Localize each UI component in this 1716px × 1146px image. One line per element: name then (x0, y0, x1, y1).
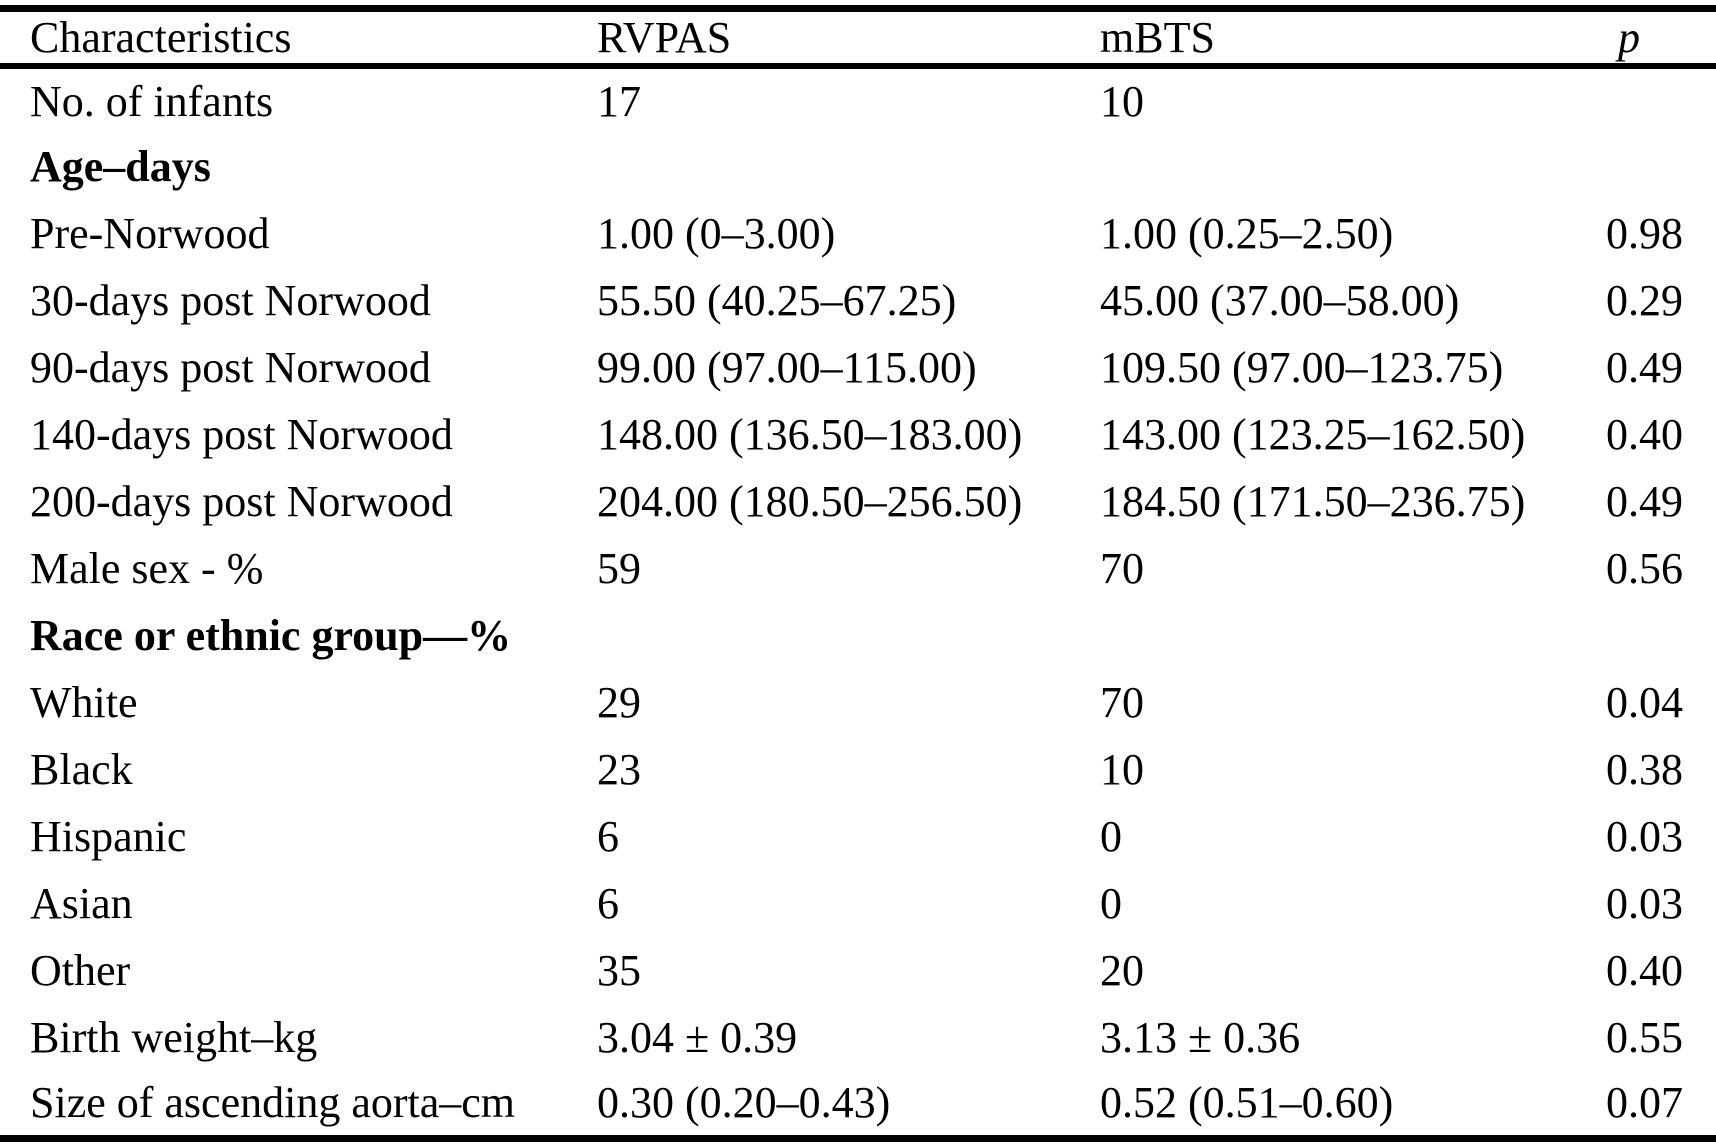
table-row: Asian 6 0 0.03 (0, 870, 1716, 937)
section-header-row: Race or ethnic group—% (0, 602, 1716, 669)
row-label-cell: White (30, 678, 138, 727)
mbts-value-cell: 3.13 ± 0.36 (1100, 1013, 1301, 1062)
row-label-cell: 30-days post Norwood (30, 276, 431, 325)
rvpas-value-cell: 23 (597, 745, 641, 794)
p-value-cell: 0.07 (1606, 1078, 1683, 1128)
rvpas-value-cell (597, 133, 1100, 200)
table-row: Hispanic 6 0 0.03 (0, 803, 1716, 870)
characteristics-table: Characteristics RVPAS mBTS p No. of infa… (0, 5, 1716, 1142)
table-row: Other 35 20 0.40 (0, 937, 1716, 1004)
rvpas-value-cell: 0.30 (0.20–0.43) (597, 1078, 891, 1128)
p-value-cell: 0.03 (1606, 879, 1683, 928)
p-value-cell: 0.49 (1606, 343, 1683, 392)
rvpas-value-cell: 6 (597, 879, 619, 928)
table-row: Pre-Norwood 1.00 (0–3.00) 1.00 (0.25–2.50)… (0, 200, 1716, 267)
rvpas-value-cell: 29 (597, 678, 641, 727)
row-label-cell: 200-days post Norwood (30, 477, 453, 526)
column-header-rvpas: RVPAS (597, 13, 732, 62)
rvpas-value-cell: 204.00 (180.50–256.50) (597, 477, 1023, 526)
p-value-cell: 0.40 (1606, 410, 1683, 459)
rvpas-value-cell: 17 (597, 76, 641, 126)
table-row: 30-days post Norwood 55.50 (40.25–67.25) 4… (0, 267, 1716, 334)
mbts-value-cell: 70 (1100, 678, 1144, 727)
row-label-cell: 90-days post Norwood (30, 343, 431, 392)
p-value-cell: 0.40 (1606, 946, 1683, 995)
mbts-value-cell: 70 (1100, 544, 1144, 593)
row-label-cell: Hispanic (30, 812, 187, 861)
row-label-cell: Size of ascending aorta–cm (30, 1078, 516, 1128)
rvpas-value-cell: 59 (597, 544, 641, 593)
rvpas-value-cell: 35 (597, 946, 641, 995)
row-label-cell: Pre-Norwood (30, 209, 270, 258)
rvpas-value-cell: 148.00 (136.50–183.00) (597, 410, 1023, 459)
table-row: Male sex - % 59 70 0.56 (0, 535, 1716, 602)
row-label-cell: Birth weight–kg (30, 1013, 318, 1062)
table-body: No. of infants 17 10 Age–days Pre-Norwood 1.0… (0, 66, 1716, 1138)
row-label-cell: Other (30, 946, 131, 995)
rvpas-value-cell: 1.00 (0–3.00) (597, 209, 836, 258)
p-value-cell: 0.49 (1606, 477, 1683, 526)
row-label-cell: No. of infants (30, 76, 274, 126)
table-header: Characteristics RVPAS mBTS p (0, 9, 1716, 66)
p-value-cell (1606, 602, 1716, 669)
table-row: 90-days post Norwood 99.00 (97.00–115.00)… (0, 334, 1716, 401)
p-value-cell (1606, 66, 1716, 133)
rvpas-value-cell (597, 602, 1100, 669)
mbts-value-cell: 10 (1100, 745, 1144, 794)
table-row: No. of infants 17 10 (0, 66, 1716, 133)
rvpas-value-cell: 6 (597, 812, 619, 861)
p-value-cell: 0.04 (1606, 678, 1683, 727)
p-value-cell: 0.03 (1606, 812, 1683, 861)
mbts-value-cell (1100, 602, 1606, 669)
row-label-cell: Race or ethnic group—% (30, 611, 512, 660)
table-row: Black 23 10 0.38 (0, 736, 1716, 803)
section-header-row: Age–days (0, 133, 1716, 200)
mbts-value-cell: 0 (1100, 879, 1122, 928)
column-header-p: p (1618, 13, 1640, 62)
row-label-cell: Age–days (30, 142, 211, 191)
mbts-value-cell (1100, 133, 1606, 200)
mbts-value-cell: 45.00 (37.00–58.00) (1100, 276, 1460, 325)
column-header-characteristics: Characteristics (30, 13, 292, 62)
table-row: White 29 70 0.04 (0, 669, 1716, 736)
mbts-value-cell: 0.52 (0.51–0.60) (1100, 1078, 1394, 1128)
p-value-cell: 0.98 (1606, 209, 1683, 258)
row-label-cell: Asian (30, 879, 133, 928)
p-value-cell: 0.55 (1606, 1013, 1683, 1062)
table-row: Size of ascending aorta–cm 0.30 (0.20–0.4… (0, 1071, 1716, 1138)
table-row: 200-days post Norwood 204.00 (180.50–256.… (0, 468, 1716, 535)
header-row: Characteristics RVPAS mBTS p (0, 9, 1716, 66)
mbts-value-cell: 10 (1100, 76, 1144, 126)
table-row: 140-days post Norwood 148.00 (136.50–183.… (0, 401, 1716, 468)
p-value-cell: 0.29 (1606, 276, 1683, 325)
mbts-value-cell: 0 (1100, 812, 1122, 861)
p-value-cell: 0.38 (1606, 745, 1683, 794)
row-label-cell: 140-days post Norwood (30, 410, 453, 459)
mbts-value-cell: 1.00 (0.25–2.50) (1100, 209, 1394, 258)
row-label-cell: Black (30, 745, 133, 794)
rvpas-value-cell: 3.04 ± 0.39 (597, 1013, 798, 1062)
mbts-value-cell: 143.00 (123.25–162.50) (1100, 410, 1526, 459)
mbts-value-cell: 20 (1100, 946, 1144, 995)
table-row: Birth weight–kg 3.04 ± 0.39 3.13 ± 0.36 0.5… (0, 1004, 1716, 1071)
column-header-mbts: mBTS (1100, 13, 1215, 62)
p-value-cell: 0.56 (1606, 544, 1683, 593)
mbts-value-cell: 109.50 (97.00–123.75) (1100, 343, 1504, 392)
mbts-value-cell: 184.50 (171.50–236.75) (1100, 477, 1526, 526)
p-value-cell (1606, 133, 1716, 200)
row-label-cell: Male sex - % (30, 544, 264, 593)
rvpas-value-cell: 55.50 (40.25–67.25) (597, 276, 957, 325)
rvpas-value-cell: 99.00 (97.00–115.00) (597, 343, 977, 392)
